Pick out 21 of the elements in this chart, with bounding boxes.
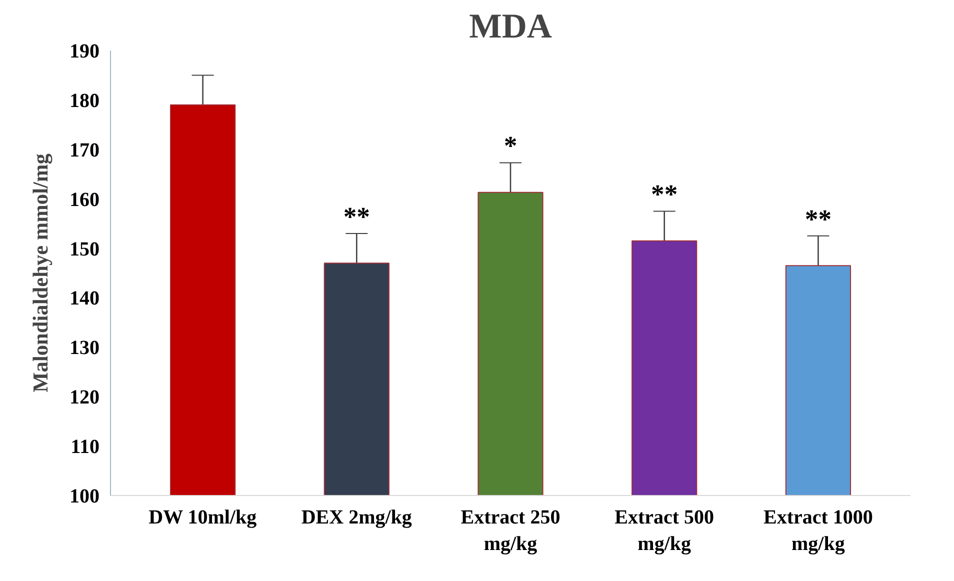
y-tick-label: 180 [70,90,100,112]
y-tick-label: 130 [70,337,100,360]
y-tick-label: 160 [70,188,100,211]
y-tick-label: 110 [70,436,100,458]
y-tick-label: 170 [70,139,100,162]
y-tick-label: 140 [70,288,100,310]
y-axis-title: Malondialdehye mmol/mg [28,153,52,392]
annotation: ** [804,204,832,234]
x-tick-label: Extract 1000 mg/kg [763,506,873,555]
y-tick-label: 190 [70,40,100,62]
chart-title: MDA [469,8,552,46]
annotation: ** [651,179,678,210]
y-tick-label: 100 [70,486,100,508]
x-tick-label: DEX 2mg/kg [301,506,412,528]
x-tick-label: DW 10ml/kg [148,506,257,528]
y-tick-label: 150 [70,238,100,260]
annotation: * [504,130,518,161]
x-tick-label: Extract 250 mg/kg [460,506,560,555]
y-tick-label: 120 [70,386,100,409]
x-tick-label: Extract 500 mg/kg [614,506,714,555]
annotation: ** [343,201,370,232]
